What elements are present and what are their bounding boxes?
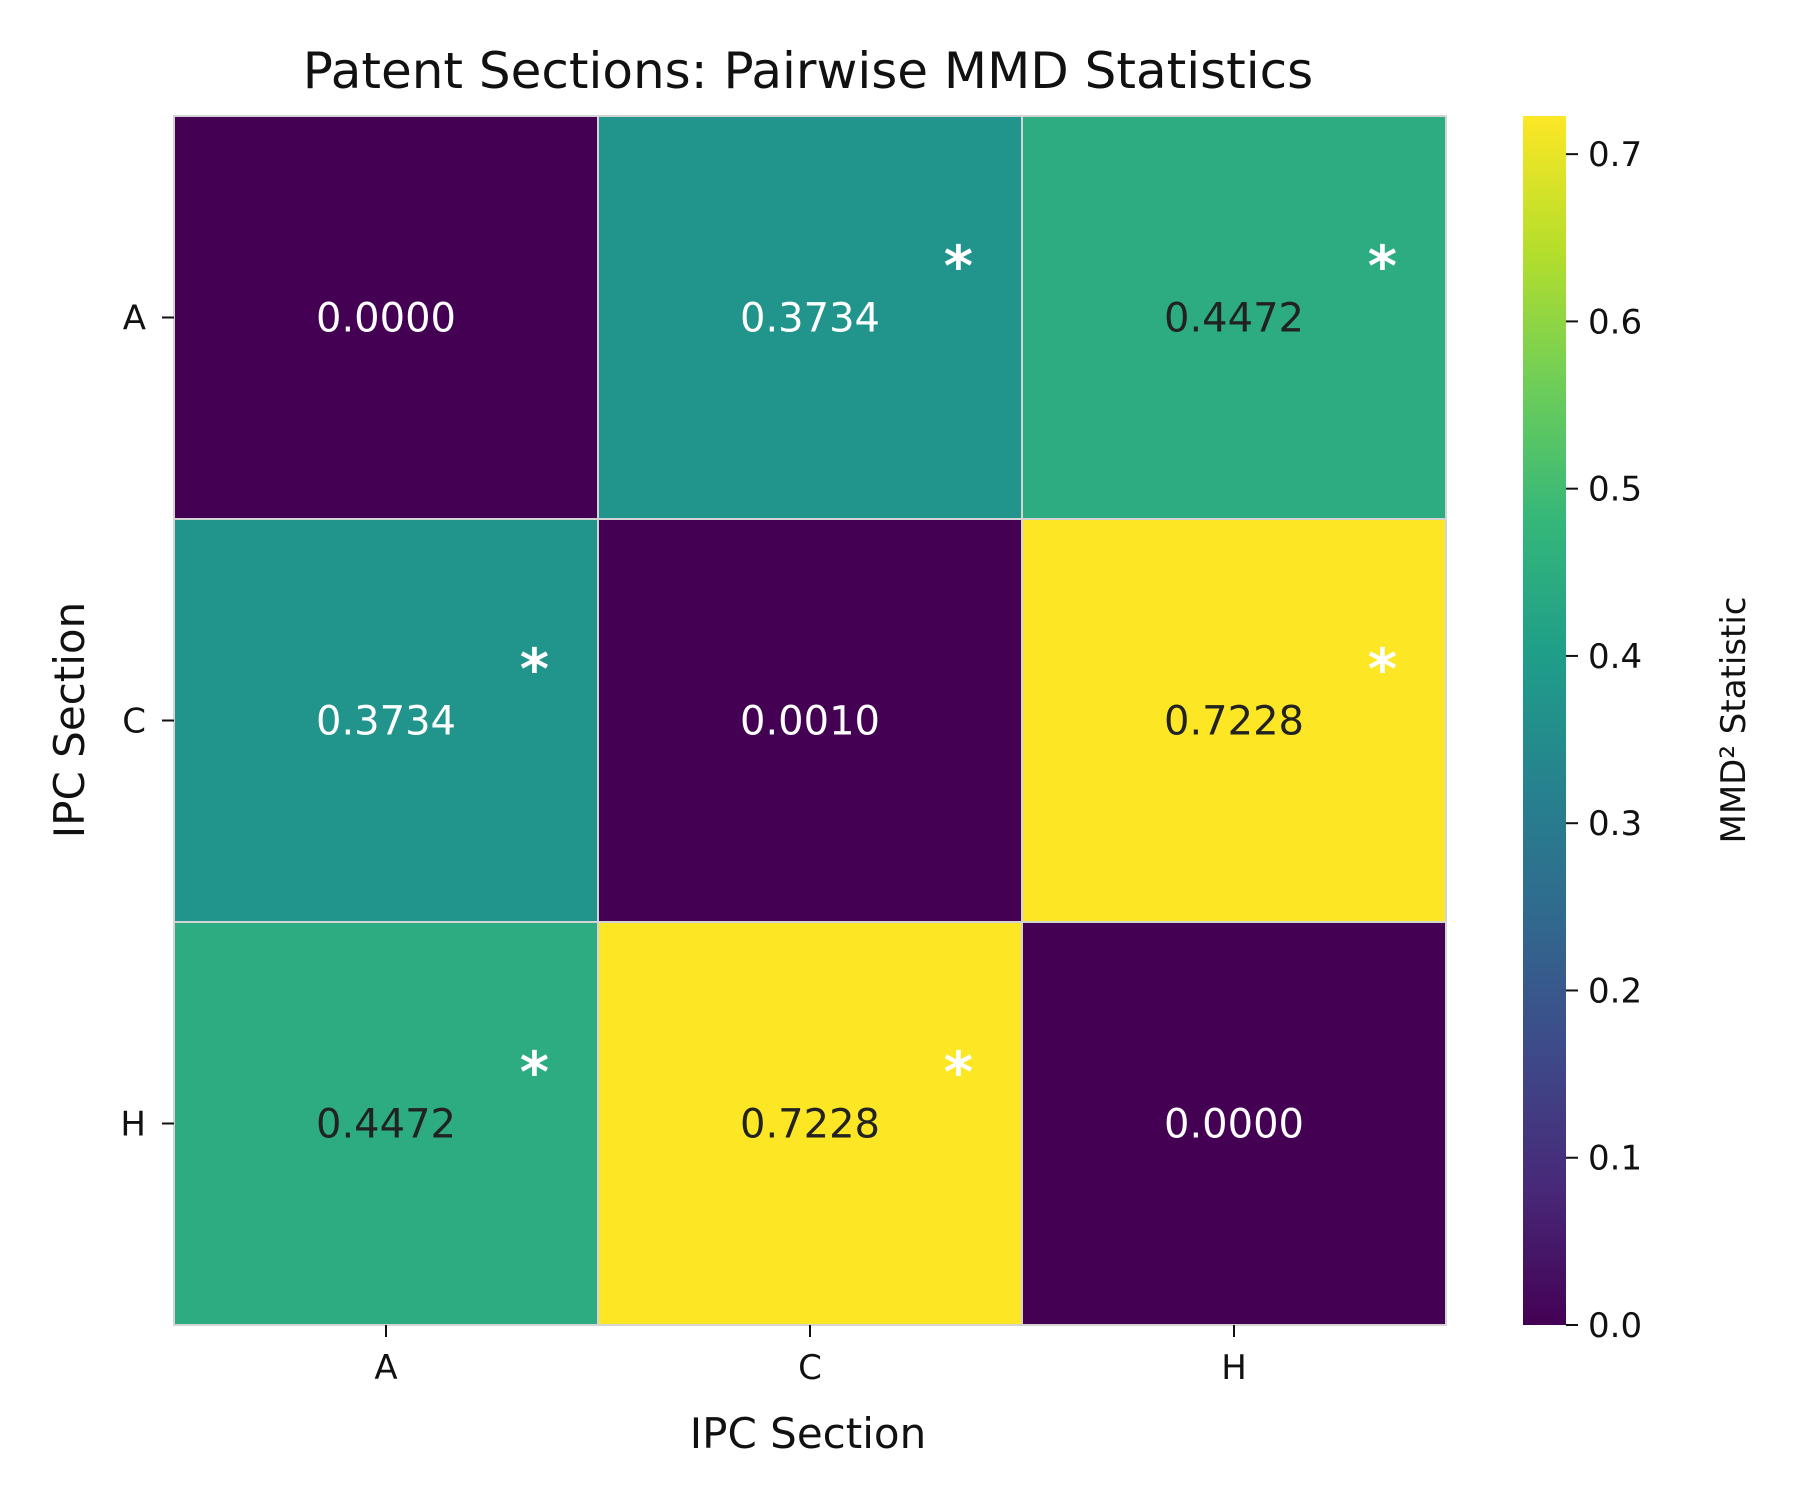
x-tick-label: C [798, 1348, 822, 1388]
heatmap-cell-C-C [597, 518, 1023, 923]
cell-value-label: 0.0000 [316, 296, 456, 342]
heatmap-cell-C-A [173, 518, 599, 923]
colorbar-label: MMD² Statistic [1714, 597, 1754, 844]
cell-value-label: 0.4472 [1164, 296, 1304, 342]
y-axis: A C H [120, 299, 174, 1145]
cell-value-label: 0.0010 [740, 699, 880, 745]
colorbar-tick-label: 0.1 [1588, 1139, 1642, 1179]
heatmap-cell-H-C [597, 921, 1023, 1326]
heatmap-cell-A-C [597, 115, 1023, 520]
heatmap-cell-A-A [173, 115, 599, 520]
heatmap-cell-C-H [1021, 518, 1447, 923]
cell-value-label: 0.3734 [740, 296, 880, 342]
y-axis-label: IPC Section [45, 602, 94, 838]
colorbar-tick-label: 0.6 [1588, 302, 1642, 342]
cell-value-label: 0.3734 [316, 699, 456, 745]
cell-value-label: 0.7228 [1164, 699, 1304, 745]
chart-title: Patent Sections: Pairwise MMD Statistics [303, 42, 1313, 100]
significance-marker: * [520, 1040, 549, 1105]
x-tick-label: H [1221, 1348, 1247, 1388]
colorbar-tick-label: 0.0 [1588, 1306, 1642, 1346]
heatmap-cell-H-A [173, 921, 599, 1326]
cell-value-label: 0.7228 [740, 1102, 880, 1148]
colorbar-tick-label: 0.3 [1588, 804, 1642, 844]
colorbar-tick-label: 0.2 [1588, 971, 1642, 1011]
cell-value-label: 0.0000 [1164, 1102, 1304, 1148]
cells-layer: 0.0000 0.3734 * 0.4472 * 0.3734 * 0.0010 0.7228 *… [173, 115, 1447, 1326]
significance-marker: * [944, 1040, 973, 1105]
y-tick-label: C [122, 702, 146, 742]
colorbar: 0.0 0.1 0.2 0.3 0.4 0.5 0.6 0.7 [1523, 116, 1642, 1346]
colorbar-tick-label: 0.7 [1588, 135, 1642, 175]
significance-marker: * [1368, 234, 1397, 299]
y-tick-label: A [123, 299, 146, 339]
significance-marker: * [944, 234, 973, 299]
x-axis-label: IPC Section [690, 1409, 926, 1458]
heatmap-cell-A-H [1021, 115, 1447, 520]
significance-marker: * [1368, 637, 1397, 702]
colorbar-tick-label: 0.4 [1588, 637, 1642, 677]
significance-marker: * [520, 637, 549, 702]
cell-value-label: 0.4472 [316, 1102, 456, 1148]
x-tick-label: A [374, 1348, 397, 1388]
colorbar-gradient [1523, 116, 1566, 1325]
colorbar-tick-label: 0.5 [1588, 470, 1642, 510]
y-tick-label: H [120, 1105, 146, 1145]
